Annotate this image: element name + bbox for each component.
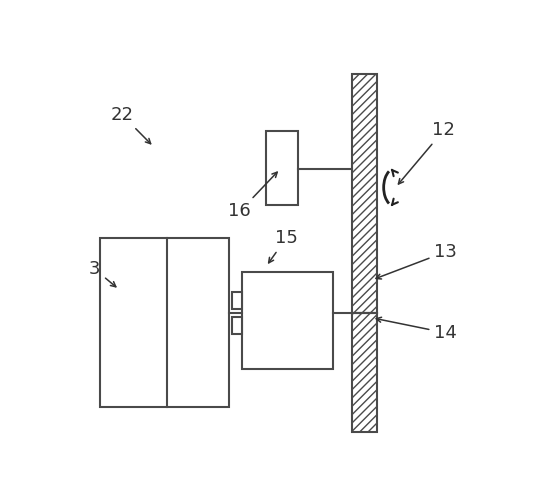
Text: 14: 14: [376, 317, 457, 342]
Bar: [100, 237, 229, 407]
Text: 12: 12: [398, 121, 455, 184]
Bar: [232, 317, 242, 334]
Text: 22: 22: [111, 106, 150, 144]
Bar: [353, 313, 378, 432]
Text: 16: 16: [228, 172, 277, 220]
Text: 3: 3: [89, 260, 116, 287]
Text: 15: 15: [268, 229, 297, 263]
Bar: [353, 74, 378, 313]
Bar: [232, 292, 242, 309]
Bar: [266, 131, 299, 205]
Bar: [242, 273, 333, 369]
Text: 13: 13: [376, 243, 457, 279]
